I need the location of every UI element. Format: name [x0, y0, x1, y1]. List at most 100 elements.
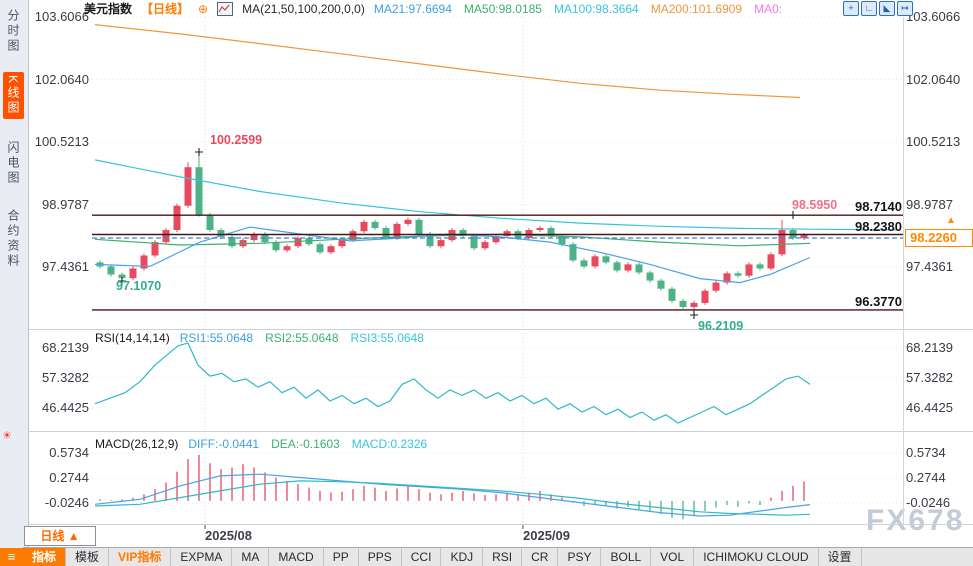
- macd-line-dea: [94, 480, 811, 516]
- candle-body: [459, 230, 467, 237]
- current-price-box: 98.2260: [905, 229, 973, 247]
- candle-body: [800, 235, 808, 239]
- price-annotation: 98.5950: [792, 198, 838, 212]
- candle-body: [723, 273, 731, 283]
- tab-psy[interactable]: PSY: [558, 548, 602, 566]
- candle-body: [184, 167, 192, 206]
- tab-boll[interactable]: BOLL: [601, 548, 652, 566]
- indicator-value: MACD:0.2326: [351, 437, 428, 451]
- candle-body: [591, 256, 599, 267]
- candle-body: [767, 254, 775, 269]
- axis-tick-label: 98.9787: [42, 196, 89, 212]
- candle-body: [635, 264, 643, 273]
- price-level-label: 98.7140: [855, 199, 902, 215]
- axis-tick-label: 57.3282: [906, 370, 953, 385]
- candlestick-chart-icon: [217, 1, 234, 16]
- axis-tick-label: 97.4361: [906, 259, 953, 274]
- axis-tick-label: 46.4425: [906, 400, 953, 415]
- marker-cross-icon: [690, 311, 698, 319]
- symbol-title: 美元指数: [84, 2, 133, 16]
- tab-vol[interactable]: VOL: [651, 548, 695, 566]
- tab-vip-indicator[interactable]: VIP指标: [109, 548, 172, 566]
- candle-body: [547, 228, 555, 237]
- candle-body: [778, 230, 786, 255]
- menu-icon[interactable]: ≡: [0, 548, 23, 566]
- indicator-tab-bar: 指标 模板 VIP指标 EXPMA MA MACD PP PPS CCI KDJ RSI CR PSY B…: [23, 547, 973, 566]
- tab-settings[interactable]: 设置: [819, 548, 862, 566]
- zoom-horizontal-icon[interactable]: ∟: [861, 1, 877, 16]
- tab-expma[interactable]: EXPMA: [171, 548, 233, 566]
- tab-ma[interactable]: MA: [232, 548, 270, 566]
- period-selector[interactable]: 日线 ▲: [24, 526, 96, 546]
- zoom-vertical-icon[interactable]: ◣: [879, 1, 895, 16]
- fx678-watermark: FX678: [866, 504, 965, 537]
- sidebar-item-time-share-chart[interactable]: 分时图: [6, 9, 20, 54]
- tab-template[interactable]: 模板: [66, 548, 110, 566]
- candle-body: [151, 242, 159, 256]
- sidebar-item-flash-chart[interactable]: 闪电图: [6, 141, 20, 186]
- candle-body: [118, 274, 126, 279]
- tab-cci[interactable]: CCI: [402, 548, 442, 566]
- axis-tick-label: 68.2139: [906, 340, 953, 355]
- x-axis-label: 2025/08: [205, 528, 252, 543]
- ma-line-ma200: [94, 24, 801, 99]
- candle-body: [173, 205, 181, 230]
- x-axis-label: 2025/09: [523, 528, 570, 543]
- ma-value: MA200:101.6909: [650, 1, 743, 16]
- hot-icon[interactable]: ☀: [2, 430, 12, 442]
- axis-tick-label: 97.4361: [42, 259, 89, 274]
- candle-body: [536, 228, 544, 230]
- chart-toolbar: + ∟ ◣ ↦: [843, 1, 913, 16]
- candle-body: [294, 238, 302, 247]
- tab-kdj[interactable]: KDJ: [441, 548, 484, 566]
- tab-pp[interactable]: PP: [324, 548, 359, 566]
- sidebar-item-contract-info[interactable]: 合约资料: [6, 209, 20, 269]
- ma-line-ma50: [94, 233, 811, 247]
- tab-pps[interactable]: PPS: [359, 548, 402, 566]
- tab-ichimoku-cloud[interactable]: ICHIMOKU CLOUD: [694, 548, 819, 566]
- candle-body: [382, 228, 390, 239]
- candle-body: [657, 280, 665, 289]
- macd-header: MACD(26,12,9) DIFF:-0.0441 DEA:-0.1603 MAC…: [95, 437, 427, 451]
- tab-rsi[interactable]: RSI: [483, 548, 523, 566]
- candle-body: [492, 236, 500, 243]
- add-indicator-icon[interactable]: ⊕: [198, 1, 209, 16]
- candle-body: [701, 290, 709, 303]
- tab-cr[interactable]: CR: [522, 548, 559, 566]
- tab-macd[interactable]: MACD: [269, 548, 324, 566]
- macd-formula: MACD(26,12,9): [95, 437, 179, 451]
- sidebar-item-kline-chart[interactable]: K线图: [3, 72, 24, 120]
- candle-body: [756, 264, 764, 269]
- tab-indicator[interactable]: 指标: [23, 548, 67, 566]
- axis-tick-label: 0.2744: [49, 470, 89, 485]
- axis-tick-label: -0.0246: [44, 495, 89, 510]
- macd-line-diff: [94, 473, 811, 517]
- axis-tick-label: 68.2139: [42, 340, 89, 355]
- crosshair-icon[interactable]: +: [843, 1, 859, 16]
- price-up-arrow-icon: ▲: [946, 215, 956, 226]
- candle-body: [602, 256, 610, 263]
- axis-tick-label: 0.2744: [906, 470, 946, 485]
- candle-body: [250, 234, 258, 241]
- candle-body: [404, 219, 412, 224]
- marker-cross-icon: [195, 148, 203, 156]
- axis-tick-label: 100.5213: [906, 134, 961, 149]
- axis-tick-label: 103.6066: [34, 9, 89, 24]
- price-level-label: 96.3770: [855, 293, 902, 309]
- candle-body: [140, 255, 148, 269]
- indicator-value: RSI3:55.0648: [350, 331, 424, 345]
- rsi-header: RSI(14,14,14) RSI1:55.0648 RSI2:55.0648 RS…: [95, 331, 424, 345]
- indicator-value: RSI2:55.0648: [265, 331, 339, 345]
- candle-body: [349, 231, 357, 241]
- candle-body: [437, 240, 445, 247]
- ma-value: MA50:98.0185: [463, 1, 542, 16]
- rsi-line: [94, 342, 811, 424]
- rsi-formula: RSI(14,14,14): [95, 331, 170, 345]
- marker-cross-icon: [789, 211, 797, 219]
- axis-tick-label: 98.9787: [906, 196, 953, 212]
- pan-right-icon[interactable]: ↦: [897, 1, 913, 16]
- axis-tick-label: 102.0640: [906, 71, 961, 87]
- ma-value: MA100:98.3664: [553, 1, 639, 16]
